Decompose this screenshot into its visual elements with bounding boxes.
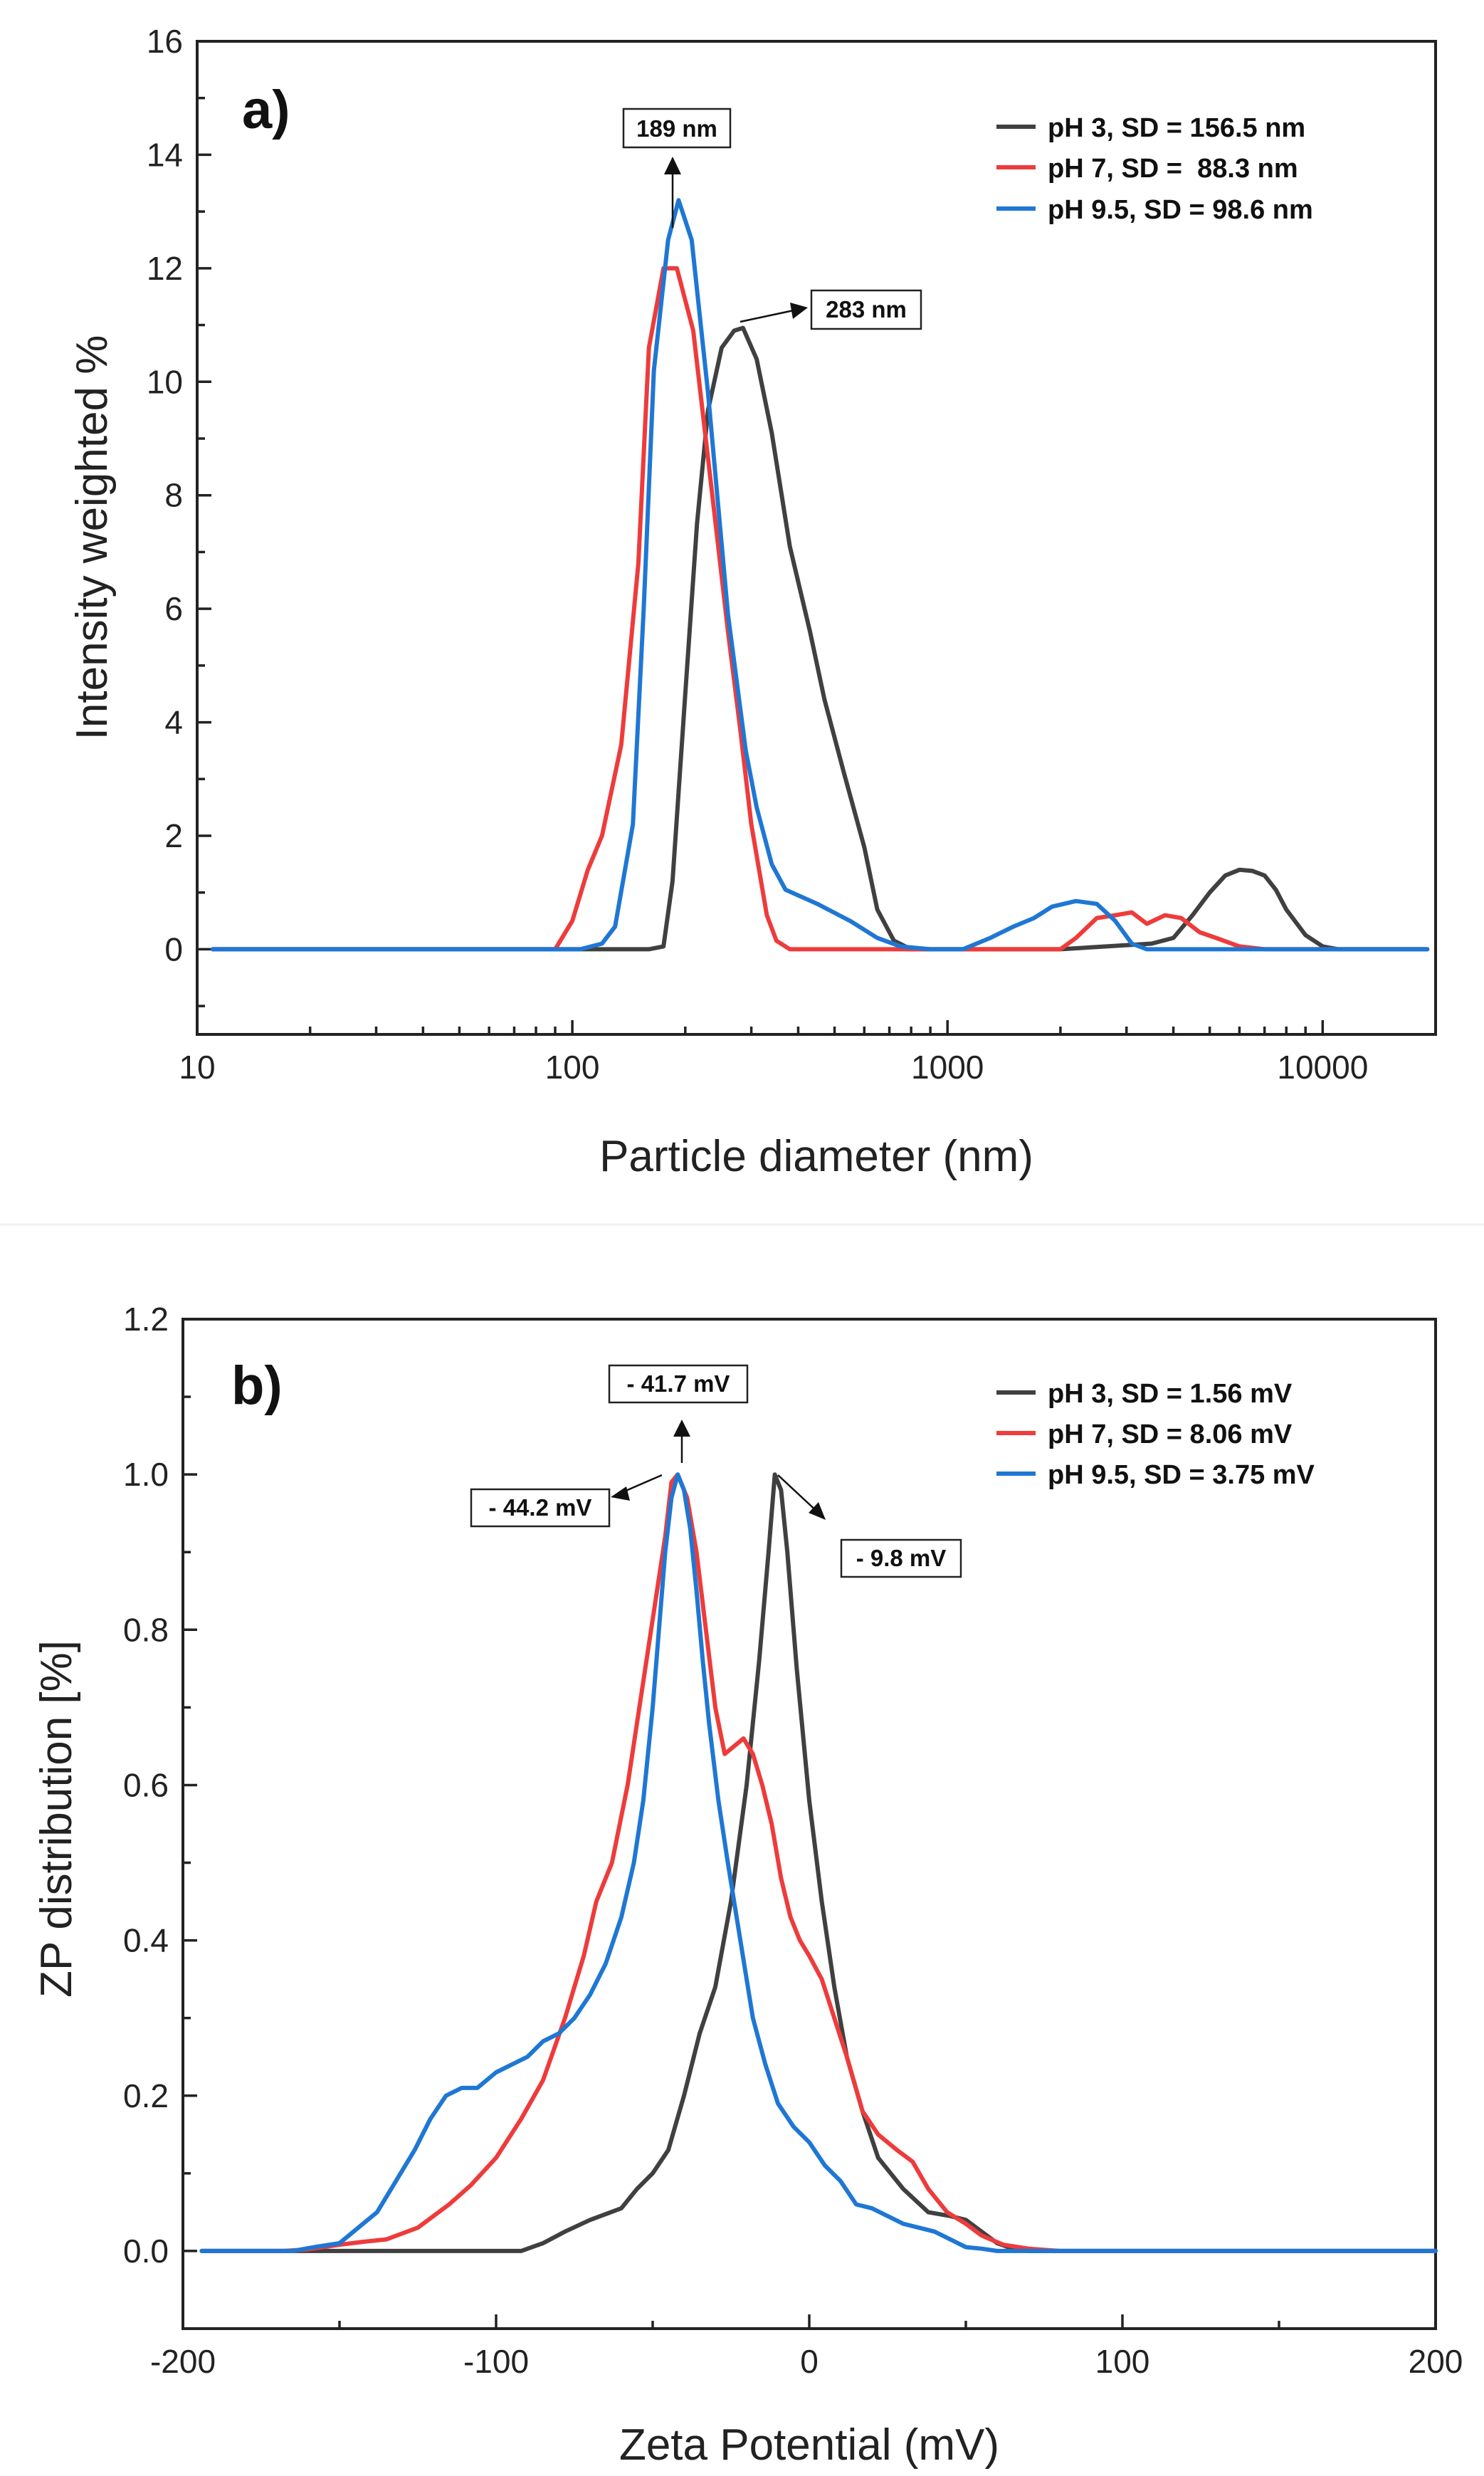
axes-ticks-a: 10 100 1000 10000 0 2 4 6 8 10 12 14 16 [147, 23, 1437, 1086]
y-tick-label: 0.0 [123, 2233, 169, 2270]
annotation-arrow [740, 309, 794, 323]
axes-ticks-b: -200 -100 0 100 200 0.0 0.2 0.4 0.6 0.8 1.0 1.2 [123, 1301, 1463, 2380]
series-group-a [210, 198, 1430, 952]
annotation-box [840, 1538, 962, 1578]
legend-label-b-ph7: pH 7, SD = 8.06 mV [1048, 1420, 1293, 1449]
y-tick-label: 8 [164, 477, 183, 514]
y-tick-label: 0.8 [123, 1611, 169, 1648]
y-tick-label: 1.2 [123, 1301, 169, 1338]
annotation-label-41-7mv: - 41.7 mV [627, 1370, 730, 1397]
plot-frame-a [196, 40, 1437, 1036]
y-tick-label: 0.2 [123, 2077, 169, 2114]
y-axis-title-a: Intensity weighted % [68, 335, 117, 740]
legend-label-b-ph95: pH 9.5, SD = 3.75 mV [1048, 1460, 1315, 1490]
arrowhead-icon [790, 303, 808, 319]
y-tick-label: 16 [147, 23, 183, 60]
y-tick-label: 14 [147, 136, 183, 173]
y-tick-label: 6 [164, 590, 183, 627]
x-tick-label: 10 [179, 1049, 215, 1086]
annotation-label-283nm: 283 nm [826, 296, 907, 322]
series-group-b [199, 1472, 1438, 2253]
x-tick-label: 1000 [911, 1049, 984, 1086]
arrowhead-icon [673, 1420, 690, 1437]
x-tick-label: 0 [800, 2343, 819, 2380]
series-line-a-2 [210, 198, 1430, 952]
series-line-b-2 [199, 1472, 1438, 2253]
x-axis-title-a: Particle diameter (nm) [599, 1132, 1033, 1181]
panel-label-a: a) [242, 80, 290, 140]
legend-b: pH 3, SD = 1.56 mV pH 7, SD = 8.06 mV pH… [996, 1379, 1315, 1490]
series-line-a-0 [210, 325, 1430, 952]
x-tick-label: -100 [463, 2343, 529, 2380]
annotation-label-44-2mv: - 44.2 mV [489, 1494, 592, 1521]
legend-label-a-ph3: pH 3, SD = 156.5 nm [1048, 113, 1305, 143]
arrowhead-icon [809, 1502, 826, 1520]
x-tick-label: -200 [150, 2343, 216, 2380]
annotation-label-9-8mv: - 9.8 mV [856, 1545, 947, 1571]
y-tick-label: 4 [164, 704, 183, 741]
arrowhead-icon [611, 1486, 630, 1501]
annotation-b-98: - 9.8 mV [777, 1474, 962, 1578]
y-tick-label: 0.4 [123, 1922, 169, 1959]
annotation-a-189: 189 nm [622, 107, 732, 228]
x-tick-label: 100 [545, 1049, 600, 1086]
legend-label-a-ph7: pH 7, SD = 88.3 nm [1048, 154, 1298, 184]
annotation-box [810, 289, 922, 330]
series-line-a-1 [210, 266, 1430, 952]
annotation-box [470, 1488, 611, 1528]
y-tick-label: 1.0 [123, 1456, 169, 1493]
arrowhead-icon [664, 157, 681, 174]
panel-label-b: b) [231, 1355, 283, 1416]
annotation-a-283: 283 nm [740, 289, 922, 330]
series-line-b-1 [199, 1472, 1438, 2253]
annotation-label-189nm: 189 nm [636, 115, 717, 142]
annotation-b-417: - 41.7 mV [608, 1364, 749, 1463]
annotation-box [622, 107, 732, 149]
annotation-arrow [777, 1474, 819, 1514]
y-tick-label: 10 [147, 363, 183, 400]
y-tick-label: 12 [147, 250, 183, 287]
legend-a: pH 3, SD = 156.5 nm pH 7, SD = 88.3 nm p… [996, 113, 1313, 225]
annotation-b-442: - 44.2 mV [470, 1474, 663, 1528]
series-line-b-0 [199, 1472, 1438, 2253]
y-tick-label: 2 [164, 817, 183, 854]
x-tick-label: 200 [1409, 2343, 1463, 2380]
x-tick-label: 10000 [1277, 1049, 1368, 1086]
y-axis-title-b: ZP distribution [%] [32, 1640, 81, 1998]
y-tick-label: 0 [164, 930, 183, 967]
legend-label-a-ph95: pH 9.5, SD = 98.6 nm [1048, 195, 1313, 225]
x-axis-title-b: Zeta Potential (mV) [619, 2420, 999, 2470]
annotation-box [608, 1364, 749, 1404]
panel-a: 10 100 1000 10000 0 2 4 6 8 10 12 14 16 a) pH 3, SD … [68, 23, 1437, 1181]
x-tick-label: 100 [1095, 2343, 1150, 2380]
legend-label-b-ph3: pH 3, SD = 1.56 mV [1048, 1379, 1293, 1409]
y-tick-label: 0.6 [123, 1766, 169, 1803]
